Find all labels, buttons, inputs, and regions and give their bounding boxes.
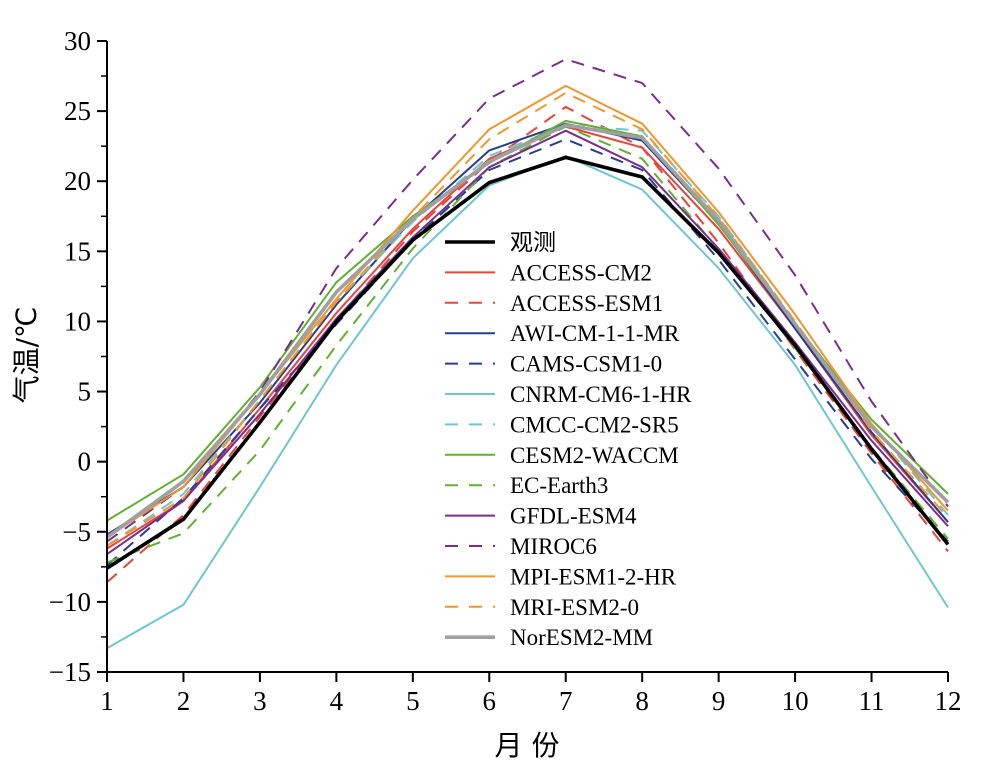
- legend-label-13: NorESM2-MM: [510, 625, 653, 650]
- series-lines: [105, 58, 950, 650]
- series-line-2: [106, 105, 949, 584]
- legend-label-1: ACCESS-CM2: [510, 260, 652, 285]
- legend-label-5: CNRM-CM6-1-HR: [510, 382, 692, 407]
- legend-label-0: 观测: [510, 230, 556, 255]
- legend-label-12: MRI-ESM2-0: [510, 595, 639, 620]
- legend-label-7: CESM2-WACCM: [510, 443, 679, 468]
- y-tick-label: −10: [49, 587, 91, 617]
- legend-label-8: EC-Earth3: [510, 473, 608, 498]
- legend-label-2: ACCESS-ESM1: [510, 291, 663, 316]
- series-line-3: [106, 122, 949, 536]
- legend-label-4: CAMS-CSM1-0: [510, 352, 662, 377]
- series-line-13: [105, 123, 950, 539]
- x-axis-title: 月 份: [495, 729, 560, 762]
- x-tick-label: 11: [859, 686, 885, 716]
- series-line-4: [106, 138, 949, 567]
- y-tick-label: 20: [64, 166, 91, 196]
- y-tick-label: 10: [64, 306, 91, 336]
- x-tick-label: 4: [330, 686, 344, 716]
- series-line-9: [106, 129, 949, 556]
- y-tick-label: 0: [78, 447, 92, 477]
- legend-label-11: MPI-ESM1-2-HR: [510, 564, 677, 589]
- y-tick-label: 15: [64, 236, 91, 266]
- x-tick-label: 2: [177, 686, 191, 716]
- x-tick-label: 8: [635, 686, 649, 716]
- legend-label-6: CMCC-CM2-SR5: [510, 412, 679, 437]
- y-tick-label: 25: [64, 96, 91, 126]
- x-tick-label: 9: [712, 686, 726, 716]
- x-tick-label: 5: [406, 686, 420, 716]
- x-tick-label: 3: [253, 686, 267, 716]
- y-tick-label: 5: [78, 377, 92, 407]
- legend-label-3: AWI-CM-1-1-MR: [510, 321, 680, 346]
- x-tick-label: 10: [782, 686, 809, 716]
- x-tick-label: 7: [559, 686, 573, 716]
- legend-label-9: GFDL-ESM4: [510, 504, 637, 529]
- x-tick-label: 12: [935, 686, 962, 716]
- series-line-12: [106, 91, 949, 547]
- legend: 观测 ACCESS-CM2 ACCESS-ESM1 AWI-CM-1-1-MR CAMS…: [445, 230, 692, 650]
- legend-label-10: MIROC6: [510, 534, 597, 559]
- x-tick-label: 1: [100, 686, 114, 716]
- series-line-0: [106, 155, 950, 570]
- y-tick-label: 30: [64, 26, 91, 56]
- y-axis-title: 气温/℃: [10, 307, 43, 404]
- y-tick-label: −15: [49, 657, 91, 687]
- x-tick-label: 6: [483, 686, 497, 716]
- y-tick-label: −5: [62, 517, 91, 547]
